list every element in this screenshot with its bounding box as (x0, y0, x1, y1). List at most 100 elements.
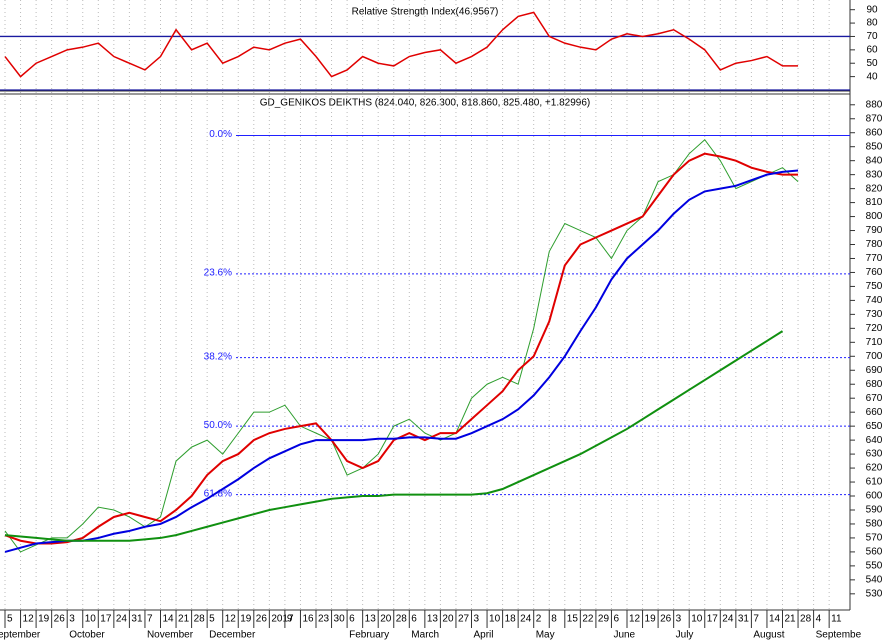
y-tick-label: 70 (866, 31, 878, 42)
x-tick-label: 5 (7, 614, 13, 625)
x-tick-label: 24 (722, 614, 734, 625)
month-label: November (147, 630, 194, 641)
y-tick-label: 680 (866, 379, 883, 390)
x-tick-label: 24 (520, 614, 532, 625)
month-label: December (209, 630, 256, 641)
fib-label: 23.6% (204, 267, 232, 278)
y-tick-label: 750 (866, 281, 883, 292)
x-tick-label: 3 (474, 614, 480, 625)
y-tick-label: 840 (866, 155, 883, 166)
y-tick-label: 730 (866, 309, 883, 320)
x-tick-label: 2 (536, 614, 542, 625)
y-tick-label: 600 (866, 491, 883, 502)
y-tick-label: 780 (866, 239, 883, 250)
x-tick-label: 13 (365, 614, 377, 625)
y-tick-label: 560 (866, 547, 883, 558)
y-tick-label: 580 (866, 519, 883, 530)
x-tick-label: 2017 (271, 614, 294, 625)
x-tick-label: 12 (629, 614, 641, 625)
x-tick-label: 26 (256, 614, 268, 625)
y-tick-label: 860 (866, 127, 883, 138)
x-tick-label: 3 (69, 614, 75, 625)
moving-average (4, 330, 784, 542)
month-label: April (474, 630, 494, 641)
x-tick-label: 10 (489, 614, 501, 625)
x-tick-label: 19 (240, 614, 252, 625)
x-tick-label: 19 (645, 614, 657, 625)
y-tick-label: 800 (866, 211, 883, 222)
y-tick-label: 670 (866, 393, 883, 404)
y-tick-label: 790 (866, 225, 883, 236)
x-tick-label: 20 (442, 614, 454, 625)
y-tick-label: 740 (866, 295, 883, 306)
x-tick-label: 31 (131, 614, 143, 625)
x-tick-label: 11 (831, 614, 842, 625)
x-tick-label: 22 (582, 614, 594, 625)
x-tick-label: 26 (660, 614, 672, 625)
x-tick-label: 23 (318, 614, 330, 625)
x-tick-label: 10 (85, 614, 97, 625)
x-tick-label: 10 (691, 614, 703, 625)
x-tick-label: 19 (38, 614, 50, 625)
month-label: eptember (0, 630, 41, 641)
month-label: June (613, 630, 635, 641)
y-tick-label: 690 (866, 365, 883, 376)
x-tick-label: 20 (380, 614, 392, 625)
x-tick-label: 18 (505, 614, 517, 625)
y-tick-label: 550 (866, 561, 883, 572)
x-tick-label: 3 (676, 614, 682, 625)
x-tick-label: 9 (287, 614, 293, 625)
y-tick-label: 80 (866, 18, 878, 29)
y-tick-label: 530 (866, 588, 883, 599)
x-tick-label: 14 (163, 614, 175, 625)
x-tick-label: 13 (427, 614, 439, 625)
y-tick-label: 770 (866, 253, 883, 264)
x-tick-label: 17 (100, 614, 112, 625)
x-tick-label: 28 (396, 614, 408, 625)
y-tick-label: 700 (866, 351, 883, 362)
y-tick-label: 850 (866, 141, 883, 152)
x-tick-label: 8 (551, 614, 557, 625)
y-tick-label: 620 (866, 463, 883, 474)
x-tick-label: 12 (23, 614, 35, 625)
y-tick-label: 820 (866, 183, 883, 194)
y-tick-label: 710 (866, 337, 883, 348)
x-tick-label: 14 (769, 614, 781, 625)
y-tick-label: 630 (866, 449, 883, 460)
y-tick-label: 650 (866, 421, 883, 432)
fib-label: 0.0% (209, 129, 232, 140)
fib-label: 50.0% (204, 420, 232, 431)
x-tick-label: 6 (613, 614, 619, 625)
y-tick-label: 590 (866, 505, 883, 516)
rsi-line (4, 11, 799, 78)
x-tick-label: 28 (194, 614, 206, 625)
x-tick-label: 4 (816, 614, 822, 625)
y-tick-label: 60 (866, 44, 878, 55)
x-tick-label: 7 (753, 614, 759, 625)
x-tick-label: 5 (209, 614, 215, 625)
y-tick-label: 870 (866, 113, 883, 124)
y-tick-label: 640 (866, 435, 883, 446)
fib-label: 61.8% (204, 488, 232, 499)
x-tick-label: 6 (349, 614, 355, 625)
x-tick-label: 16 (302, 614, 314, 625)
y-tick-label: 810 (866, 197, 883, 208)
price-line (4, 138, 799, 553)
x-tick-label: 15 (567, 614, 579, 625)
x-tick-label: 29 (598, 614, 610, 625)
y-tick-label: 830 (866, 169, 883, 180)
month-label: August (753, 630, 784, 641)
x-tick-label: 21 (785, 614, 797, 625)
x-tick-label: 28 (800, 614, 812, 625)
month-label: Septembe (816, 630, 862, 641)
x-tick-label: 6 (411, 614, 417, 625)
y-tick-label: 720 (866, 323, 883, 334)
chart-title: GD_GENIKOS DEIKTHS (824.040, 826.300, 81… (260, 98, 591, 109)
x-tick-label: 17 (707, 614, 719, 625)
x-tick-label: 31 (738, 614, 750, 625)
y-tick-label: 570 (866, 533, 883, 544)
moving-average (4, 169, 799, 553)
y-tick-label: 880 (866, 99, 883, 110)
